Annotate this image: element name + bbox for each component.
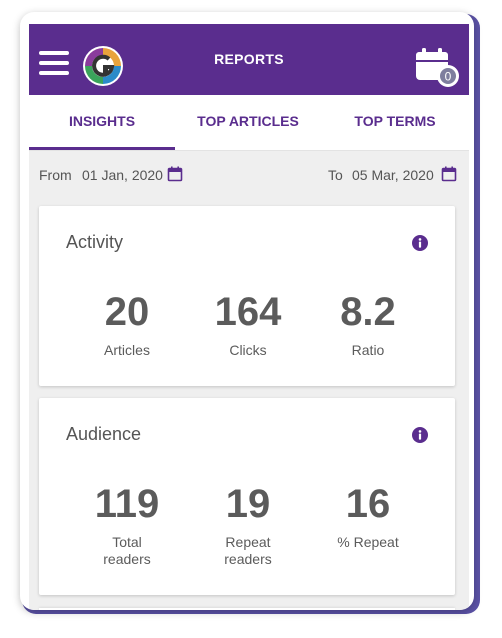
- stat-label: Repeat readers: [224, 534, 272, 567]
- audience-card-title: Audience: [66, 424, 142, 444]
- app-logo: [83, 46, 123, 86]
- stat-label: Clicks: [229, 342, 267, 358]
- to-date-value[interactable]: 05 Mar, 2020: [352, 167, 434, 183]
- audience-card: Audience 119 Total readers 19 Repeat rea…: [39, 398, 455, 595]
- stat-value: 8.2: [340, 290, 396, 334]
- tab-insights[interactable]: INSIGHTS: [29, 95, 175, 150]
- stat-label: Articles: [104, 342, 150, 358]
- stat-percent-repeat: 16 % Repeat: [308, 482, 428, 551]
- report-tabs: INSIGHTS TOP ARTICLES TOP TERMS: [29, 95, 469, 151]
- stat-value: 20: [104, 290, 150, 334]
- to-calendar-icon[interactable]: [441, 166, 457, 182]
- stat-repeat-readers: 19 Repeat readers: [188, 482, 308, 568]
- from-date-value[interactable]: 01 Jan, 2020: [82, 167, 163, 183]
- stat-value: 16: [345, 482, 391, 526]
- stat-label: % Repeat: [337, 534, 399, 550]
- device-frame: REPORTS 0 INSIGHTS TOP ARTICLES TOP TERM…: [20, 12, 474, 610]
- tab-top-articles[interactable]: TOP ARTICLES: [197, 113, 299, 129]
- date-range: From 01 Jan, 2020 To 05 Mar, 2020: [29, 161, 469, 189]
- calendar-badge-count: 0: [445, 70, 452, 84]
- stat-total-readers: 119 Total readers: [67, 482, 187, 568]
- app-screen: REPORTS 0 INSIGHTS TOP ARTICLES TOP TERM…: [29, 24, 469, 610]
- stat-articles: 20 Articles: [67, 290, 187, 359]
- from-calendar-icon[interactable]: [167, 166, 183, 182]
- info-icon[interactable]: [412, 235, 428, 251]
- stat-label: Ratio: [351, 342, 385, 358]
- stat-value: 164: [214, 290, 282, 334]
- stat-ratio: 8.2 Ratio: [308, 290, 428, 359]
- activity-card: Activity 20 Articles 164 Clicks 8.2 Rati…: [39, 206, 455, 386]
- activity-card-title: Activity: [66, 232, 124, 252]
- stat-clicks: 164 Clicks: [188, 290, 308, 359]
- calendar-icon[interactable]: 0: [414, 46, 462, 90]
- next-card-peek: [39, 608, 455, 610]
- to-label: To: [328, 167, 343, 183]
- info-icon[interactable]: [412, 427, 428, 443]
- tab-top-terms[interactable]: TOP TERMS: [354, 113, 436, 129]
- page-title: REPORTS: [214, 51, 284, 67]
- hamburger-menu-icon[interactable]: [39, 51, 69, 75]
- from-label: From: [39, 167, 72, 183]
- stat-value: 19: [225, 482, 271, 526]
- top-app-bar: REPORTS 0: [29, 24, 469, 95]
- stat-label: Total readers: [103, 534, 151, 567]
- stat-value: 119: [94, 482, 160, 526]
